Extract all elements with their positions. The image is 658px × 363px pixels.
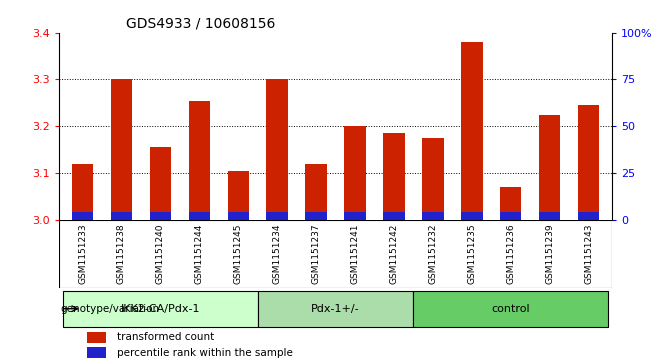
Bar [461, 212, 482, 220]
Text: GSM1151244: GSM1151244 [195, 223, 204, 284]
Bar [422, 138, 443, 220]
Bar [87, 347, 106, 358]
Text: GSM1151238: GSM1151238 [117, 223, 126, 284]
Bar [63, 291, 258, 327]
Text: IKK2-CA/Pdx-1: IKK2-CA/Pdx-1 [120, 304, 200, 314]
Bar [305, 212, 327, 220]
Bar [228, 212, 249, 220]
Text: GSM1151245: GSM1151245 [234, 223, 243, 284]
Text: GSM1151237: GSM1151237 [312, 223, 320, 284]
Bar [413, 291, 608, 327]
Bar [111, 212, 132, 220]
Bar [189, 101, 210, 220]
Bar [500, 187, 521, 220]
Text: transformed count: transformed count [117, 332, 215, 342]
Text: control: control [492, 304, 530, 314]
Bar [258, 291, 413, 327]
Bar [305, 164, 327, 220]
Bar [461, 42, 482, 220]
Text: genotype/variation: genotype/variation [60, 304, 159, 314]
Bar [578, 105, 599, 220]
Bar [422, 212, 443, 220]
Bar [344, 126, 366, 220]
Bar [87, 332, 106, 343]
Bar [578, 212, 599, 220]
Text: GDS4933 / 10608156: GDS4933 / 10608156 [126, 16, 275, 30]
Text: GSM1151235: GSM1151235 [467, 223, 476, 284]
Bar [539, 115, 561, 220]
Bar [189, 212, 210, 220]
Text: GSM1151239: GSM1151239 [545, 223, 554, 284]
Text: GSM1151234: GSM1151234 [272, 223, 282, 284]
Bar [266, 212, 288, 220]
Bar [150, 212, 171, 220]
Bar [72, 212, 93, 220]
Bar [266, 79, 288, 220]
Bar [539, 212, 561, 220]
Bar [500, 212, 521, 220]
Text: GSM1151242: GSM1151242 [390, 223, 399, 284]
Bar [228, 171, 249, 220]
Text: Pdx-1+/-: Pdx-1+/- [311, 304, 360, 314]
Text: GSM1151243: GSM1151243 [584, 223, 593, 284]
Text: GSM1151236: GSM1151236 [506, 223, 515, 284]
Bar [383, 212, 405, 220]
Text: GSM1151241: GSM1151241 [351, 223, 359, 284]
Text: GSM1151232: GSM1151232 [428, 223, 438, 284]
Bar [111, 79, 132, 220]
Bar [150, 147, 171, 220]
Bar [383, 133, 405, 220]
Bar [344, 212, 366, 220]
Text: percentile rank within the sample: percentile rank within the sample [117, 348, 293, 358]
Text: GSM1151240: GSM1151240 [156, 223, 165, 284]
Text: GSM1151233: GSM1151233 [78, 223, 87, 284]
Bar [72, 164, 93, 220]
